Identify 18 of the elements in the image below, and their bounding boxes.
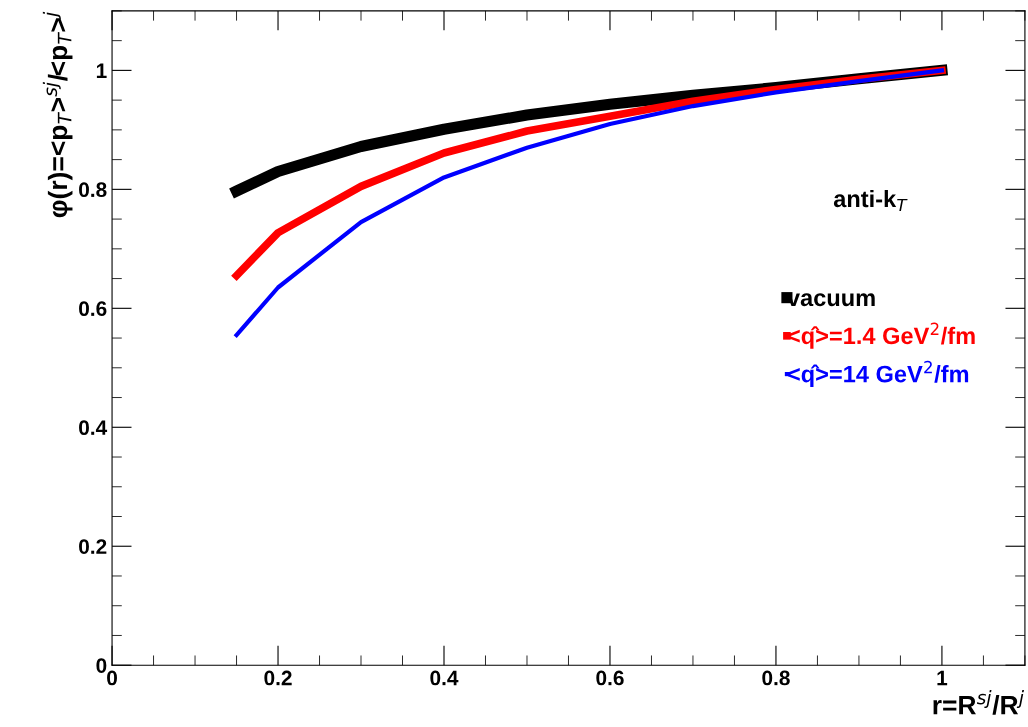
legend-label: <q̂>=1.4 GeV$^{2}$/fm xyxy=(787,322,975,349)
y-tick-label: 1 xyxy=(96,63,107,78)
y-tick-label: 0 xyxy=(96,658,107,673)
y-tick-label: 0.2 xyxy=(79,539,107,554)
legend-label: <q̂>=14 GeV$^{2}$/fm xyxy=(787,360,969,388)
x-tick-label: 0 xyxy=(107,670,117,686)
y-tick-label: 0.4 xyxy=(79,420,108,436)
y-tick-label: 0.6 xyxy=(79,301,107,317)
legend-label: vacuum xyxy=(787,293,875,307)
annotation: anti-k$_{T}$ xyxy=(833,189,908,211)
x-tick-label: 0.4 xyxy=(430,670,459,686)
y-tick-label: 0.8 xyxy=(79,182,107,198)
x-tick-label: 0.2 xyxy=(264,670,292,686)
y-axis-title: φ(r)=<p$_{T}$>$^{sj}$/<p$_{T}$>$^{j}$ xyxy=(42,11,73,218)
x-tick-label: 1 xyxy=(937,670,948,686)
x-tick-label: 0.8 xyxy=(762,670,790,686)
x-axis-title: r=R$^{sj}$/R$^{j}$ xyxy=(933,690,1024,715)
x-tick-label: 0.6 xyxy=(596,670,624,686)
